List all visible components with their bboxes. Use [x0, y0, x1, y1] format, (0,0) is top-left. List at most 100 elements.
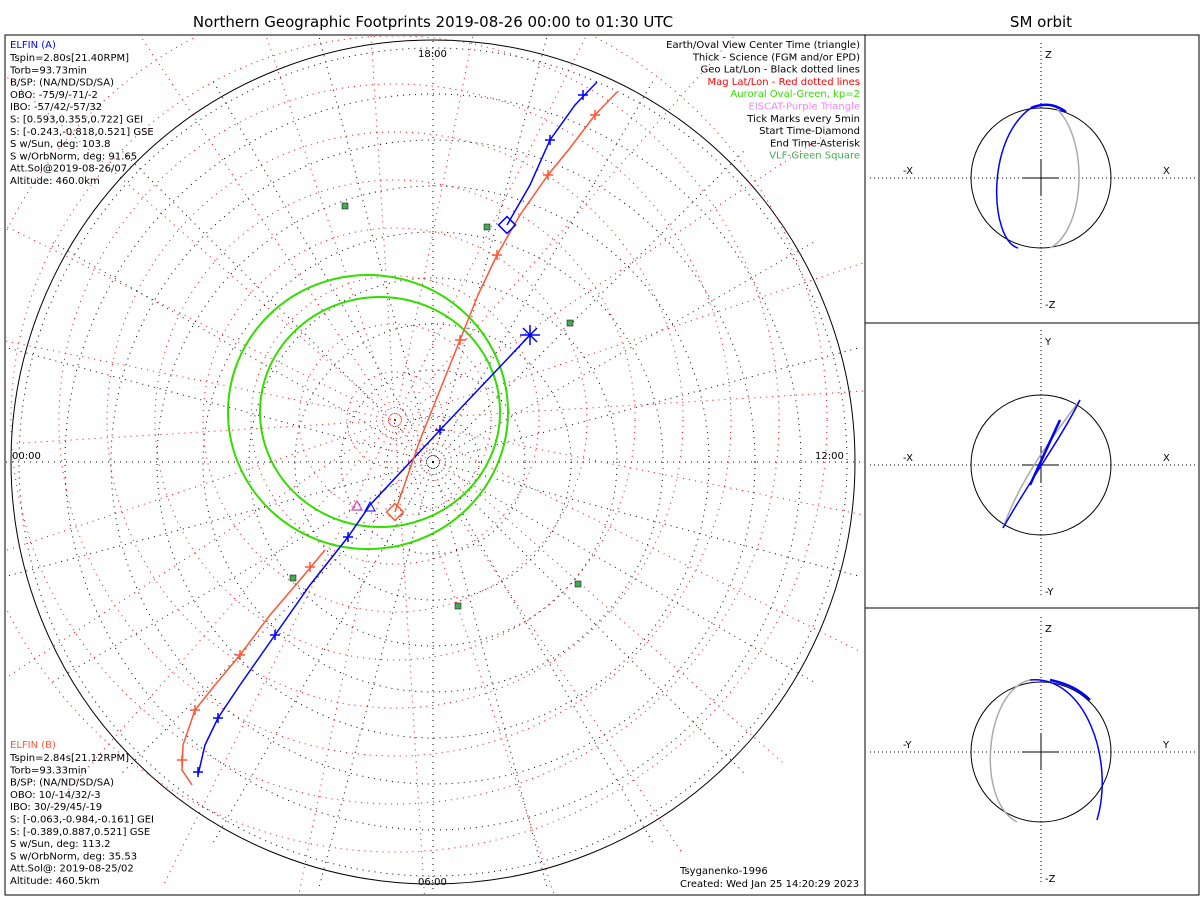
elfin-a-track	[197, 334, 531, 776]
mag-lon-line	[394, 36, 735, 421]
tick-mark	[343, 532, 353, 542]
mag-lon-line	[394, 419, 786, 765]
info-line: S w/Sun, deg: 113.2	[10, 839, 110, 850]
elfin-a-orbit	[1002, 399, 1081, 529]
mag-lon-line	[394, 419, 861, 653]
auroral-oval-inner	[259, 296, 501, 528]
axis-label-left: -X	[903, 453, 913, 464]
mag-lat-circle	[106, 131, 684, 709]
axis-label-left: -Y	[903, 740, 912, 751]
tick-mark	[190, 705, 200, 715]
axis-label-bottom: -Z	[1045, 874, 1056, 885]
time-label-left: 00:00	[12, 451, 41, 462]
info-line: Torb=93.33min	[9, 765, 87, 776]
geo-lat-circle	[248, 277, 618, 647]
mag-lon-line	[6, 419, 396, 679]
info-line: S: [-0.063,-0.984,-0.161] GEI	[10, 815, 154, 826]
axis-label-top: Z	[1045, 624, 1052, 635]
legend-item: End Time-Asterisk	[770, 138, 860, 149]
geo-lon-line	[432, 461, 745, 774]
axis-label-top: Z	[1045, 50, 1052, 61]
tick-mark	[590, 110, 600, 120]
geo-lon-line	[212, 80, 434, 463]
legend-item: VLF-Green Square	[769, 151, 860, 162]
geo-lat-circle	[340, 369, 526, 555]
eiscat-triangle	[350, 499, 364, 511]
info-line: S w/OrbNorm, deg: 35.53	[10, 851, 137, 862]
sm-orbit-title: SM orbit	[1010, 13, 1072, 31]
info-line: B/SP: (NA/ND/SD/SA)	[10, 778, 114, 789]
elfin-b-info: ELFIN (B) Tspin=2.84s[21.12RPM]Torb=93.3…	[9, 740, 154, 887]
info-line: S: [-0.389,0.887,0.521] GSE	[10, 827, 150, 838]
geo-lon-line	[51, 461, 434, 683]
legend-item: EISCAT-Purple Triangle	[749, 102, 861, 113]
axis-label-right: Y	[1162, 740, 1170, 751]
elfin-a-science	[1028, 419, 1062, 486]
elfin-b-orbit	[1049, 107, 1080, 249]
mag-lat-circle	[298, 323, 492, 517]
geo-lon-line	[7, 347, 434, 463]
sm-frame	[864, 34, 1200, 896]
earth-circle	[970, 394, 1112, 536]
sm-panel-1: Z -Z -X X	[870, 43, 1195, 311]
mag-lon-line	[6, 340, 396, 421]
vlf-squares	[289, 202, 582, 610]
info-line: Altitude: 460.5km	[10, 876, 100, 887]
info-line: S: [-0.243,-0.818,0.521] GSE	[10, 127, 154, 138]
mag-lon-line	[298, 419, 396, 894]
axis-label-bottom: -Z	[1045, 300, 1056, 311]
mag-lat-circle	[58, 83, 732, 757]
geo-lat-circle	[64, 93, 802, 831]
elfin-a-orbit	[996, 107, 1032, 249]
globe-limb	[10, 39, 856, 885]
mag-lon-line	[370, 36, 396, 421]
mag-lon-line	[394, 390, 864, 421]
geo-lat-circle	[202, 231, 664, 693]
geo-lon-line	[51, 241, 434, 463]
tick-mark	[213, 713, 223, 723]
tick-mark	[270, 630, 280, 640]
info-line: S: [0.593,0.355,0.722] GEI	[10, 115, 143, 126]
main-title: Northern Geographic Footprints 2019-08-2…	[193, 13, 673, 31]
axis-label-right: X	[1163, 453, 1170, 464]
polar-map	[6, 36, 864, 894]
info-line: Att.Sol@2019-08-26/07	[10, 164, 127, 175]
legend-item: Start Time-Diamond	[759, 126, 860, 137]
geo-lon-line	[318, 461, 434, 888]
mag-lon-line	[394, 262, 864, 421]
info-line: S w/OrbNorm, deg: 91.65	[10, 151, 137, 162]
mag-lon-line	[50, 419, 396, 811]
elfin-a-start-diamond	[497, 215, 517, 235]
geo-lon-line	[432, 461, 815, 683]
mag-lon-line	[394, 36, 587, 421]
elfin-a-end-asterisk	[520, 325, 540, 345]
elfin-b-orbit	[1002, 399, 1081, 529]
elfin-b-orbit	[989, 679, 1031, 823]
geo-lon-line	[432, 461, 654, 844]
mag-lon-line	[265, 36, 396, 421]
info-line: Altitude: 460.0km	[10, 176, 100, 187]
auroral-oval-outer	[227, 274, 509, 550]
geo-lat-circle	[110, 139, 756, 785]
tick-mark	[177, 755, 187, 765]
elfin-a-orbit	[1029, 679, 1103, 821]
geo-lon-line	[7, 461, 434, 577]
time-label-bottom: 06:00	[418, 877, 447, 888]
elfin-a-science	[1030, 103, 1067, 114]
geo-lon-line	[432, 461, 548, 888]
info-line: Torb=93.73min	[9, 65, 87, 76]
model-label: Tsyganenko-1996	[679, 866, 768, 877]
geo-lon-line	[432, 80, 654, 463]
geo-lon-line	[432, 461, 859, 577]
geo-lon-line	[432, 150, 745, 463]
tick-mark	[578, 90, 588, 100]
origin-cross	[1023, 734, 1059, 770]
axis-label-top: Y	[1044, 337, 1052, 348]
info-line: IBO: 30/-29/45/-19	[10, 802, 102, 813]
elfin-b-start-diamond	[385, 502, 405, 522]
legend-item: Earth/Oval View Center Time (triangle)	[666, 40, 860, 51]
elfin-a-center-triangle	[364, 500, 376, 512]
axis-label-bottom: -Y	[1045, 587, 1054, 598]
geo-lat-circle	[386, 415, 480, 509]
